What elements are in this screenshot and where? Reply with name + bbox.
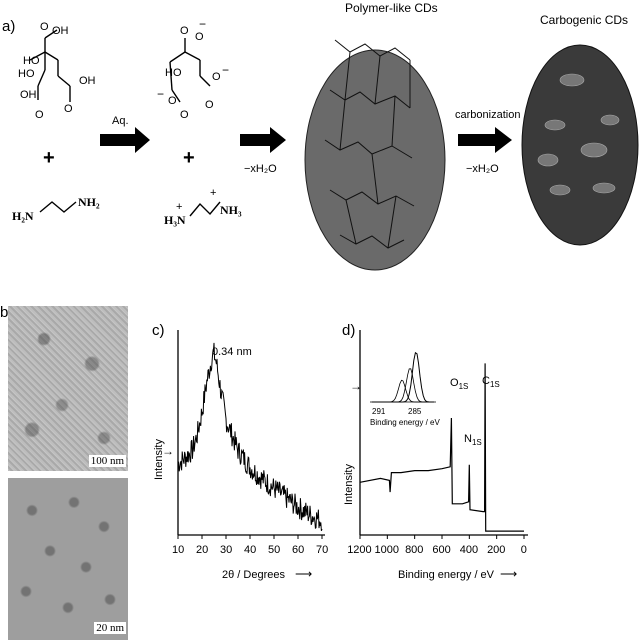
- ca-o2: O: [64, 103, 73, 115]
- amm-left: H₃N: [164, 213, 186, 227]
- xps-xarrow: ⟶: [500, 567, 517, 581]
- amm-charge1: +: [176, 201, 182, 213]
- xps-n-label: N1S: [464, 433, 482, 447]
- panel-c-label: c): [152, 322, 165, 339]
- arrow-condense-label: −xH₂O: [244, 163, 277, 175]
- xps-o-label: O1S: [450, 377, 468, 391]
- xps-xtick-label: 1200: [347, 544, 371, 556]
- plus-2: +: [183, 147, 195, 169]
- xps-xtick-label: 1000: [375, 544, 399, 556]
- ca-oh2: OH: [79, 75, 96, 87]
- xrd-xtick-label: 60: [292, 544, 304, 556]
- arrow-carb-top: carbonization: [455, 109, 520, 121]
- panel-a-label: a): [2, 18, 16, 35]
- xrd-xtick-label: 30: [220, 544, 232, 556]
- eda-nh2: NH₂: [78, 195, 100, 209]
- xrd-xtick-label: 50: [268, 544, 280, 556]
- ca-oh3: OH: [20, 89, 37, 101]
- arrow-condense: [240, 127, 286, 153]
- ci-charge3: −: [157, 87, 164, 101]
- xps-xtick-label: 600: [432, 544, 450, 556]
- carbogenic-cd-ellipse: [521, 44, 639, 246]
- xps-xtick-label: 400: [460, 544, 478, 556]
- xps-c-label: C1S: [482, 375, 500, 389]
- inset-xlabel: Binding energy / eV: [370, 418, 440, 427]
- xrd-xlabel: 2θ / Degrees: [222, 569, 285, 581]
- xps-xlabel: Binding energy / eV: [398, 569, 495, 581]
- arrow-carb-bottom: −xH₂O: [466, 163, 499, 175]
- xrd-ylabel: Intensity: [153, 439, 165, 480]
- ci-o1: O: [180, 25, 189, 37]
- xps-yarrow: →: [350, 379, 362, 393]
- polymer-cd-ellipse: [304, 49, 446, 271]
- amm-right: NH₃: [220, 203, 242, 217]
- tem-image-bottom: 20 nm: [8, 478, 128, 640]
- tem-image-top: 100 nm: [8, 306, 128, 471]
- xrd-tick-marks: [177, 535, 323, 539]
- inset-xtick-285: 285: [408, 407, 422, 416]
- xps-tick-marks: [359, 535, 525, 539]
- eda-h2n: H₂N: [12, 209, 34, 223]
- arrow-aq: [100, 127, 150, 153]
- arrow-aq-label: Aq.: [112, 115, 129, 127]
- plus-1: +: [43, 147, 55, 169]
- xps-line: [359, 363, 524, 532]
- ci-charge1: −: [199, 17, 206, 31]
- xps-xtick-label: 800: [405, 544, 423, 556]
- xrd-xarrow: ⟶: [295, 567, 312, 581]
- amm-charge2: +: [210, 187, 216, 199]
- ci-o2: O: [212, 71, 221, 83]
- polymer-network: [324, 39, 415, 249]
- xrd-xtick-label: 40: [244, 544, 256, 556]
- citrate-structure: [169, 38, 211, 103]
- ci-o3: O: [168, 95, 177, 107]
- xps-xtick-labels: 1200 1000 800 600 400 200 0: [347, 544, 527, 556]
- edа-structure: [39, 201, 77, 213]
- inset-xtick-291: 291: [372, 407, 386, 416]
- xps-ylabel: Intensity: [343, 464, 355, 505]
- ca-o3: O: [35, 109, 44, 121]
- xps-xtick-label: 200: [487, 544, 505, 556]
- xrd-axes: [177, 330, 325, 536]
- polymer-cd-title: Polymer-like CDs: [345, 1, 438, 15]
- xps-xtick-label: 0: [521, 544, 527, 556]
- xrd-xtick-label: 20: [196, 544, 208, 556]
- panel-d-label: d): [342, 322, 356, 339]
- xps-inset: 291 285 Binding energy / eV: [370, 351, 440, 427]
- xrd-chart: 0.34 nm Intensity → 10 20 30 40 50 60 70 2θ / …: [153, 330, 328, 581]
- carbogenic-cd-title: Carbogenic CDs: [540, 13, 628, 27]
- xrd-xtick-label: 10: [172, 544, 184, 556]
- scale-100nm: 100 nm: [88, 455, 126, 467]
- ca-ho2: HO: [23, 55, 40, 67]
- arrow-carbonization: [458, 127, 512, 153]
- ammonium-structure: [189, 201, 221, 217]
- ci-charge2: −: [222, 63, 229, 77]
- ca-oh1: OH: [52, 25, 69, 37]
- xrd-peak-label: 0.34 nm: [212, 346, 252, 358]
- scale-20nm: 20 nm: [94, 622, 126, 634]
- xrd-xtick-labels: 10 20 30 40 50 60 70: [172, 544, 328, 556]
- ci-o6: O: [180, 109, 189, 121]
- carbon-cores: [537, 73, 620, 196]
- ci-ho: HO: [165, 67, 182, 79]
- panel-a-scheme: OH OH HO O OH O HO O + H₂N NH₂ Aq. O: [12, 1, 639, 271]
- xrd-line: [177, 342, 323, 532]
- ci-o5: O: [205, 99, 214, 111]
- xps-axes: [359, 330, 528, 536]
- ci-o4: O: [195, 31, 204, 43]
- xrd-yarrow: →: [162, 444, 174, 458]
- ca-ho: HO: [18, 68, 35, 80]
- citric-acid-structure: [29, 29, 71, 102]
- xrd-xtick-label: 70: [316, 544, 328, 556]
- ca-o1: O: [40, 21, 49, 33]
- xps-chart: O1S N1S C1S Intensity → 1200 1000 800 600 40…: [343, 330, 528, 581]
